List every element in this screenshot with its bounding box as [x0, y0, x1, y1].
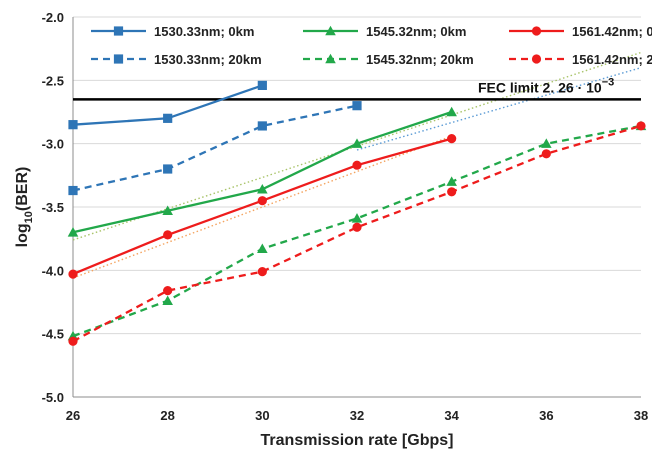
y-tick-label: -3.0	[42, 137, 64, 152]
circle-marker	[68, 269, 78, 279]
series	[67, 106, 457, 237]
x-tick-label: 28	[160, 408, 174, 423]
series	[68, 134, 457, 279]
x-tick-labels: 26 28 30 32 34 36 38	[66, 408, 648, 423]
triangle-marker	[67, 227, 79, 237]
circle-marker	[257, 196, 267, 206]
x-tick-label: 30	[255, 408, 269, 423]
series-group	[67, 80, 647, 346]
x-tick-label: 26	[66, 408, 80, 423]
circle-marker	[636, 121, 646, 131]
series-line	[72, 104, 358, 192]
triangle-marker	[257, 183, 268, 194]
circle-marker	[447, 134, 457, 144]
fec-limit-label: FEC limit 2. 26 · 10−3	[478, 76, 614, 95]
y-tick-labels: -5.0 -4.5 -4.0 -3.5 -3.0 -2.5 -2.0	[42, 10, 64, 405]
square-marker	[113, 26, 124, 36]
circle-marker	[352, 160, 362, 170]
y-axis-title: log10(BER)	[14, 167, 35, 248]
y-axis-title-tail: (BER)	[14, 167, 31, 211]
legend-label: 1545.32nm; 20km	[366, 52, 474, 67]
triangle-marker	[162, 205, 173, 216]
square-marker	[257, 80, 267, 90]
y-axis-title-sub: 10	[23, 211, 35, 223]
square-marker	[113, 54, 124, 64]
legend-item: 1545.32nm; 0km	[303, 24, 466, 39]
triangle-marker	[351, 138, 363, 148]
fec-limit-label-main: FEC limit 2. 26 · 10	[478, 79, 602, 95]
trendline	[356, 66, 642, 151]
triangle-marker	[351, 213, 363, 223]
legend: 1530.33nm; 0km 1545.32nm; 0km 1561.42nm; 0…	[91, 24, 652, 67]
y-tick-label: -2.0	[42, 10, 64, 25]
legend-label: 1561.42nm; 0km	[572, 24, 652, 39]
y-tick-label: -5.0	[42, 390, 64, 405]
fec-limit: FEC limit 2. 26 · 10−3	[73, 76, 641, 101]
trendlines	[72, 51, 642, 279]
legend-item: 1561.42nm; 0km	[509, 24, 652, 39]
circle-marker	[163, 286, 173, 296]
square-marker	[68, 120, 78, 130]
legend-label: 1561.42nm; 20km	[572, 52, 652, 67]
triangle-marker	[325, 53, 336, 64]
triangle-marker	[325, 25, 336, 36]
triangle-marker	[541, 138, 552, 148]
circle-marker	[257, 267, 267, 277]
fec-limit-label-exponent: −3	[602, 76, 615, 88]
circle-marker	[531, 26, 542, 36]
triangle-marker	[446, 106, 457, 117]
legend-item: 1545.32nm; 20km	[303, 52, 474, 67]
square-marker	[163, 113, 173, 123]
circle-marker	[68, 336, 78, 346]
y-axis-title-main: log	[14, 223, 31, 247]
series-line	[72, 137, 453, 276]
series	[68, 121, 646, 346]
y-tick-label: -2.5	[42, 73, 64, 88]
square-marker	[352, 101, 362, 111]
y-tick-label: -4.5	[42, 327, 64, 342]
legend-item: 1530.33nm; 20km	[91, 52, 262, 67]
circle-marker	[447, 187, 457, 197]
square-marker	[257, 121, 267, 131]
circle-marker	[352, 222, 362, 232]
trendline	[72, 135, 452, 279]
legend-label: 1530.33nm; 20km	[154, 52, 262, 67]
circle-marker	[163, 230, 173, 240]
series	[68, 80, 267, 130]
y-tick-label: -4.0	[42, 263, 64, 278]
legend-label: 1545.32nm; 0km	[366, 24, 466, 39]
triangle-marker	[257, 243, 268, 254]
y-tick-label: -3.5	[42, 200, 64, 215]
circle-marker	[531, 54, 542, 64]
square-marker	[68, 185, 78, 196]
x-tick-label: 36	[539, 408, 553, 423]
series	[68, 101, 362, 196]
triangle-marker	[446, 176, 457, 186]
legend-item: 1561.42nm; 20km	[509, 52, 652, 67]
triangle-marker	[162, 295, 173, 305]
series	[67, 120, 647, 341]
legend-item: 1530.33nm; 0km	[91, 24, 254, 39]
legend-label: 1530.33nm; 0km	[154, 24, 254, 39]
circle-marker	[541, 149, 551, 159]
x-tick-label: 32	[350, 408, 364, 423]
x-axis-title: Transmission rate [Gbps]	[261, 432, 454, 449]
square-marker	[163, 164, 173, 174]
series-line	[72, 124, 642, 343]
x-tick-label: 38	[634, 408, 648, 423]
x-tick-label: 34	[444, 408, 459, 423]
